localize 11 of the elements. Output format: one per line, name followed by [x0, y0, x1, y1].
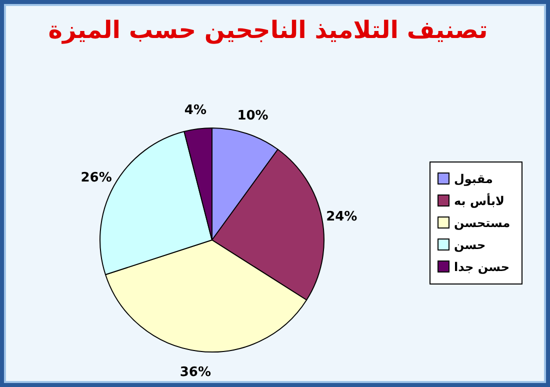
chart-title: تصنيف التلاميذ الناجحين حسب الميزة	[48, 16, 488, 44]
legend-label: مقبول	[454, 172, 493, 186]
legend-label: لابأس به	[454, 193, 504, 208]
data-label: 4%	[184, 103, 206, 118]
data-label: 24%	[326, 209, 358, 224]
data-label: 10%	[237, 108, 268, 124]
data-label: 36%	[180, 364, 212, 380]
legend-label: حسن	[454, 238, 486, 252]
legend-label: حسن جدا	[454, 260, 510, 274]
data-label: 26%	[80, 170, 112, 186]
legend-label: مستحسن	[454, 216, 510, 230]
